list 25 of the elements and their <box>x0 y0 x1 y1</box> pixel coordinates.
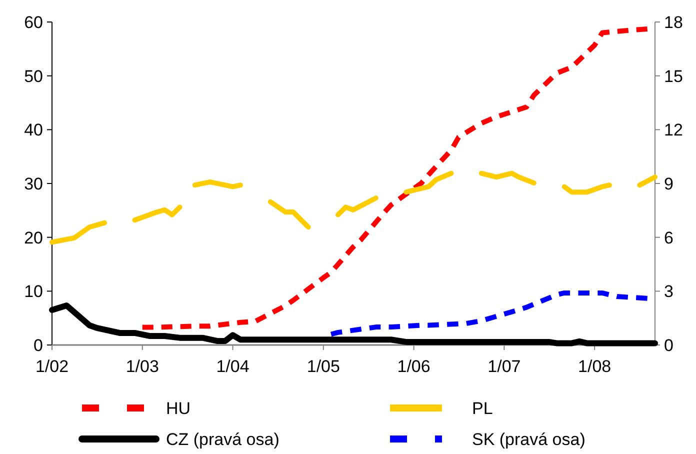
y2-tick-label: 18 <box>664 12 683 32</box>
y-tick-label: 20 <box>24 228 43 248</box>
x-tick-label: 1/02 <box>35 357 69 376</box>
y-tick-label: 50 <box>24 66 43 86</box>
x-tick-label: 1/03 <box>126 357 159 376</box>
y-tick-label: 60 <box>24 12 43 32</box>
x-tick-label: 1/04 <box>216 357 250 376</box>
y2-tick-label: 12 <box>664 120 683 140</box>
y2-tick-label: 0 <box>664 336 674 355</box>
y2-tick-label: 6 <box>664 228 674 248</box>
x-tick-label: 1/08 <box>578 357 612 376</box>
y2-tick-label: 9 <box>664 174 674 194</box>
x-tick-label: 1/05 <box>306 357 340 376</box>
y2-tick-label: 3 <box>664 282 674 302</box>
legend-label: CZ (pravá osa) <box>166 430 280 449</box>
legend-label: SK (pravá osa) <box>472 430 586 449</box>
y2-tick-label: 15 <box>664 66 683 86</box>
y-tick-label: 40 <box>24 120 43 140</box>
y-tick-label: 10 <box>24 282 43 302</box>
x-tick-label: 1/06 <box>397 357 430 376</box>
y-tick-label: 0 <box>34 336 43 355</box>
x-tick-label: 1/07 <box>488 357 521 376</box>
legend-label: HU <box>166 398 191 418</box>
y-tick-label: 30 <box>24 174 43 194</box>
legend-label: PL <box>472 398 493 418</box>
